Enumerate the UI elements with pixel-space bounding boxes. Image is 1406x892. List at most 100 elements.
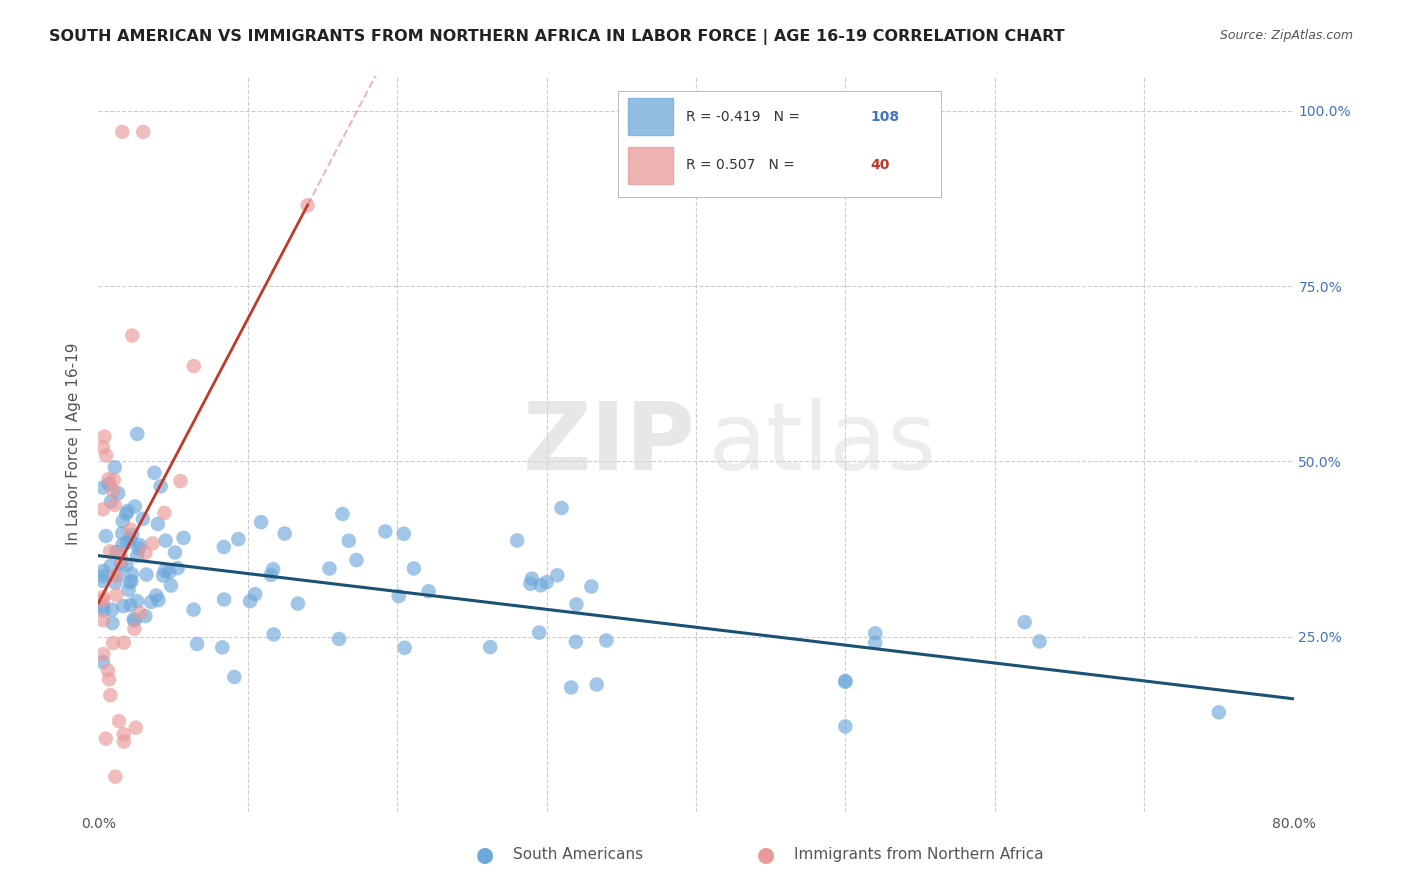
Point: [332, 507, 354, 521]
Point: [93, 647, 115, 661]
Point: [337, 533, 360, 548]
Point: [834, 673, 856, 688]
Point: [96, 449, 118, 463]
Point: [91, 564, 114, 578]
Text: ●: ●: [758, 845, 775, 864]
Point: [121, 566, 143, 581]
Point: [143, 466, 166, 480]
Point: [479, 640, 502, 654]
Point: [115, 535, 138, 549]
Point: [287, 597, 309, 611]
Point: [111, 514, 134, 528]
Point: [98, 673, 121, 687]
Point: [160, 578, 183, 592]
Point: [250, 515, 273, 529]
Point: [118, 533, 141, 547]
Point: [94, 731, 117, 746]
Point: [122, 612, 145, 626]
Point: [166, 561, 188, 575]
Text: SOUTH AMERICAN VS IMMIGRANTS FROM NORTHERN AFRICA IN LABOR FORCE | AGE 16-19 COR: SOUTH AMERICAN VS IMMIGRANTS FROM NORTHE…: [49, 29, 1064, 45]
Point: [111, 553, 134, 567]
Point: [328, 632, 350, 646]
Point: [104, 770, 127, 784]
Point: [128, 541, 150, 556]
Point: [107, 567, 129, 582]
Point: [100, 559, 122, 574]
Point: [127, 549, 149, 563]
Point: [211, 640, 233, 655]
Text: Source: ZipAtlas.com: Source: ZipAtlas.com: [1219, 29, 1353, 42]
Point: [263, 627, 285, 641]
Point: [104, 569, 127, 583]
Point: [212, 540, 235, 554]
Point: [392, 526, 415, 541]
Point: [834, 719, 856, 733]
Point: [388, 589, 411, 603]
Point: [101, 602, 124, 616]
Point: [104, 460, 127, 475]
Point: [117, 504, 139, 518]
Point: [145, 589, 167, 603]
Point: [152, 568, 174, 582]
Point: [91, 613, 114, 627]
Point: [118, 575, 141, 590]
Point: [91, 590, 114, 604]
Point: [103, 473, 125, 487]
Text: Immigrants from Northern Africa: Immigrants from Northern Africa: [794, 847, 1045, 862]
Point: [101, 616, 124, 631]
Point: [124, 614, 146, 628]
Point: [120, 598, 142, 612]
Text: South Americans: South Americans: [513, 847, 644, 862]
Point: [148, 593, 170, 607]
Point: [135, 567, 157, 582]
Point: [139, 595, 162, 609]
Point: [1014, 615, 1036, 629]
Point: [581, 580, 603, 594]
Point: [163, 545, 186, 559]
Point: [183, 359, 205, 373]
Point: [117, 582, 139, 597]
Point: [91, 502, 114, 516]
Point: [101, 636, 124, 650]
Point: [146, 516, 169, 531]
Point: [121, 528, 143, 542]
Point: [91, 481, 114, 495]
Point: [97, 664, 120, 678]
Point: [132, 512, 155, 526]
Point: [402, 561, 425, 575]
Point: [565, 634, 588, 648]
Point: [108, 714, 131, 728]
Point: [565, 598, 588, 612]
Point: [91, 593, 114, 607]
Point: [536, 575, 558, 590]
Point: [520, 572, 543, 586]
Point: [550, 500, 572, 515]
Point: [595, 633, 617, 648]
Point: [127, 594, 149, 608]
Point: [127, 426, 149, 441]
Text: ●: ●: [477, 845, 494, 864]
Point: [865, 636, 887, 650]
Point: [173, 531, 195, 545]
Point: [346, 553, 368, 567]
Point: [585, 677, 607, 691]
Point: [91, 599, 114, 614]
Point: [100, 494, 122, 508]
Point: [115, 507, 138, 521]
Point: [153, 564, 176, 578]
Point: [134, 546, 156, 560]
Point: [129, 606, 152, 620]
Point: [112, 599, 135, 613]
Point: [91, 574, 114, 588]
Point: [103, 483, 125, 498]
Point: [125, 721, 148, 735]
Point: [527, 625, 550, 640]
Point: [93, 603, 115, 617]
Point: [1028, 634, 1050, 648]
Point: [560, 681, 582, 695]
Point: [418, 584, 440, 599]
Point: [834, 674, 856, 689]
Point: [134, 609, 156, 624]
Point: [262, 562, 284, 576]
Point: [530, 578, 553, 592]
